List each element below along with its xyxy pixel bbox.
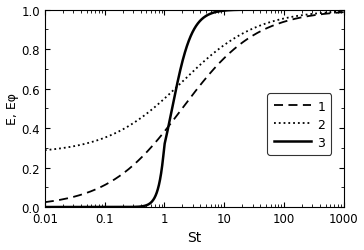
3 (157, 182, 162, 184)
2 (336, 11, 340, 14)
Line: 1: 1 (45, 13, 344, 202)
1 (77, 194, 81, 197)
2 (77, 144, 81, 147)
1 (341, 12, 346, 14)
3 (303, 9, 308, 12)
3 (77, 206, 81, 209)
1 (94, 188, 99, 191)
3 (336, 9, 340, 12)
2 (157, 102, 162, 105)
X-axis label: St: St (187, 230, 201, 244)
Line: 3: 3 (45, 10, 344, 207)
3 (94, 206, 99, 209)
2 (43, 149, 47, 152)
1 (43, 201, 47, 204)
2 (94, 140, 99, 142)
1 (157, 137, 162, 140)
2 (303, 14, 308, 17)
Y-axis label: E, Eφ: E, Eφ (5, 93, 19, 125)
3 (43, 206, 47, 209)
2 (170, 90, 175, 93)
1 (336, 12, 340, 15)
3 (170, 106, 175, 109)
Legend: 1, 2, 3: 1, 2, 3 (267, 94, 331, 155)
Line: 2: 2 (45, 12, 344, 150)
1 (303, 16, 308, 19)
1 (170, 120, 175, 124)
3 (341, 9, 346, 12)
2 (341, 11, 346, 14)
